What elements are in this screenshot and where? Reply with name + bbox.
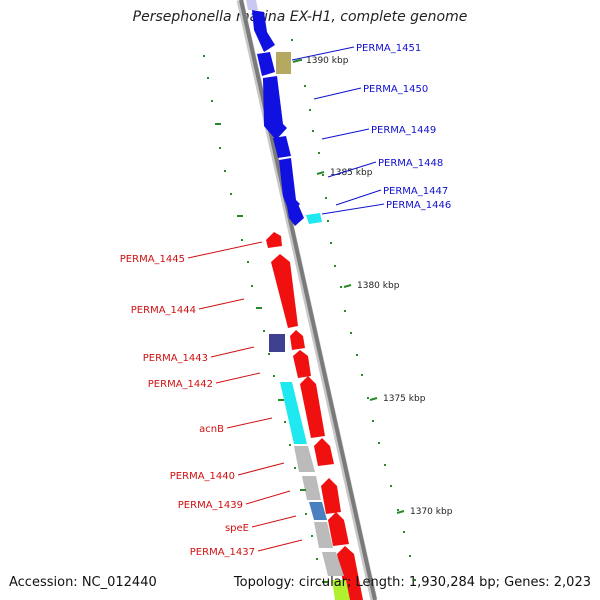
gene-label: PERMA_1446 [386,200,451,211]
gene-label-leader [187,241,263,259]
forward-gene-arrow [246,0,258,10]
gene-label: PERMA_1451 [356,43,421,54]
gene-label: PERMA_1445 [120,254,185,265]
forward-gene-arrow [279,158,300,214]
olive-feature-block [276,52,291,74]
kbp-major-tick [396,510,405,514]
reverse-gene-arrow [314,438,334,466]
gene-label-leader [215,372,261,384]
grey-feature-block [314,522,333,548]
kbp-major-tick [369,397,378,401]
gene-label-leader [245,490,291,505]
kbp-major-tick [292,59,301,63]
kbp-tick-label: 1390 kbp [306,56,349,66]
gene-label: PERMA_1440 [170,471,235,482]
gene-label: PERMA_1437 [190,547,255,558]
kbp-tick-label: 1385 kbp [330,168,373,178]
reverse-gene-arrow [328,512,349,546]
gene-label-leader [327,161,377,178]
acnB-cyan-block [280,382,307,444]
kbp-major-tick [316,171,325,175]
gene-label-leader [226,417,273,429]
reverse-gene-arrow [300,376,325,438]
gene-label-leader [291,46,355,61]
gene-label-leader [210,346,255,358]
blue-feature-block [309,502,327,520]
forward-gene-arrow [257,52,275,76]
gene-label-leader [313,87,362,100]
kbp-tick-label: 1370 kbp [410,507,453,517]
gene-label: PERMA_1448 [378,158,443,169]
grey-feature-block [322,552,344,576]
backbone-line [239,0,377,600]
reverse-gene-arrow [321,478,341,514]
kbp-tick-label: 1375 kbp [383,394,426,404]
map-title: Persephonella marina EX-H1, complete gen… [132,9,468,25]
forward-gene-arrow [287,204,304,226]
gene-label: PERMA_1449 [371,125,436,136]
reverse-gene-arrow [290,330,305,350]
kbp-tick-label: 1380 kbp [357,281,400,291]
gene-label: PERMA_1443 [143,353,208,364]
gene-label-leader [237,462,285,476]
gene-label-leader [198,298,245,310]
kbp-major-tick [343,284,352,288]
forward-gene-arrow [263,76,287,140]
grey-feature-block [302,476,321,500]
gene-label: PERMA_1447 [383,186,448,197]
forward-gene-arrow [252,10,275,52]
reverse-gene-arrow [271,254,298,328]
gene-label-leader [321,128,370,140]
reverse-gene-arrow [337,546,363,600]
navy-feature-block [269,334,285,352]
gene-label: speE [225,523,249,534]
gene-label-leader [335,189,382,206]
reverse-gene-arrow [293,350,311,378]
genome-summary-text: Topology: circular; Length: 1,930,284 bp… [233,575,591,590]
accession-text: Accession: NC_012440 [9,575,157,590]
gene-label: PERMA_1450 [363,84,428,95]
gene-label-leader [257,539,303,552]
gene-label: PERMA_1439 [178,500,243,511]
grey-feature-block [294,446,315,472]
green-feature-block [332,580,350,600]
gene-label-leader [251,515,297,528]
reverse-gene-arrow [266,232,282,248]
gene-label: PERMA_1442 [148,379,213,390]
cyan-feature-block [306,213,322,224]
gene-label-leader [321,203,385,215]
forward-gene-arrow [273,136,291,158]
gene-label: PERMA_1444 [131,305,196,316]
gene-label: acnB [199,424,224,435]
